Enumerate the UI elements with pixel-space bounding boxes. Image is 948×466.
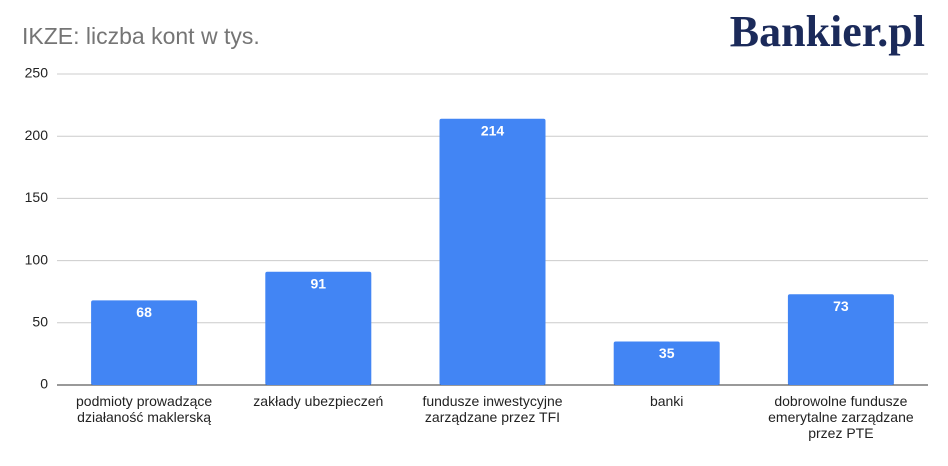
y-tick-label: 0 [40,376,48,392]
bar [265,271,372,385]
y-tick-label: 250 [25,65,49,81]
y-tick-label: 150 [25,189,49,205]
y-tick-label: 200 [25,127,49,143]
bar [613,341,720,385]
data-label: 68 [136,304,152,320]
y-tick-label: 50 [32,314,48,330]
brand-logo: Bankier.pl [730,7,925,56]
x-tick-label: fundusze inwestycyjne zarządzane przez T… [422,393,563,425]
data-label: 73 [833,298,849,314]
bar [91,300,198,385]
data-label: 214 [481,122,505,138]
x-tick-label: podmioty prowadzące działaność maklerską [76,393,213,425]
chart-title: IKZE: liczba kont w tys. [22,23,260,49]
x-tick-label: dobrowolne fundusze emerytalne zarządzan… [768,393,914,441]
data-label: 35 [659,345,675,361]
x-tick-label: banki [649,393,684,409]
x-tick-label: zakłady ubezpieczeń [253,393,384,409]
bar [787,294,894,385]
bar [439,118,546,385]
data-label: 91 [311,275,327,291]
y-tick-label: 100 [25,251,49,267]
